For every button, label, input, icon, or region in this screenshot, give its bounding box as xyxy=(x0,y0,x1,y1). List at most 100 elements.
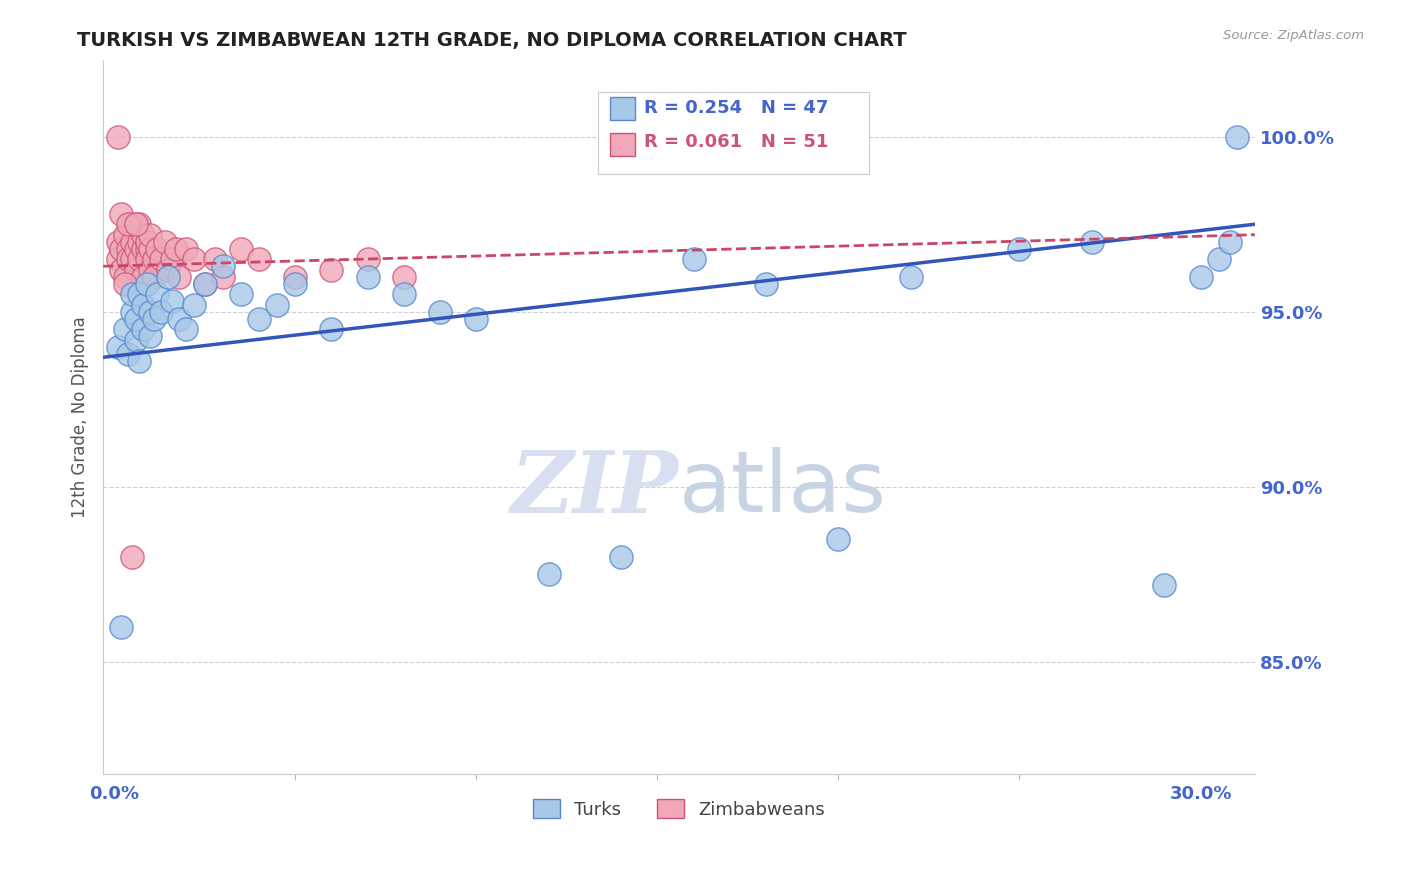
Point xyxy=(229,242,252,256)
Point xyxy=(211,259,233,273)
Point xyxy=(121,235,143,249)
Point xyxy=(183,252,205,267)
Point xyxy=(114,269,136,284)
Point xyxy=(247,252,270,267)
Point xyxy=(135,242,157,256)
Point xyxy=(117,217,139,231)
Point xyxy=(117,242,139,256)
Point xyxy=(165,242,187,256)
Point xyxy=(107,129,129,144)
Point xyxy=(157,269,180,284)
Point xyxy=(132,269,155,284)
Point xyxy=(121,549,143,564)
Point xyxy=(125,333,148,347)
Text: Source: ZipAtlas.com: Source: ZipAtlas.com xyxy=(1223,29,1364,42)
Point xyxy=(135,235,157,249)
Point xyxy=(266,298,288,312)
Point xyxy=(321,262,343,277)
Point xyxy=(1153,578,1175,592)
Point xyxy=(110,620,132,634)
Point xyxy=(125,242,148,256)
Point xyxy=(132,322,155,336)
Point xyxy=(1081,235,1104,249)
Bar xyxy=(610,133,636,156)
Point xyxy=(610,549,633,564)
Point xyxy=(107,340,129,354)
Point xyxy=(176,242,198,256)
Y-axis label: 12th Grade, No Diploma: 12th Grade, No Diploma xyxy=(72,316,89,517)
Point xyxy=(128,354,150,368)
Point xyxy=(139,329,162,343)
Point xyxy=(128,287,150,301)
Point xyxy=(900,269,922,284)
Point xyxy=(117,252,139,267)
Point xyxy=(114,277,136,291)
Point xyxy=(150,252,173,267)
Point xyxy=(135,277,157,291)
Point xyxy=(128,217,150,231)
Point xyxy=(121,252,143,267)
Point xyxy=(176,322,198,336)
Point xyxy=(110,207,132,221)
Point xyxy=(110,262,132,277)
Point xyxy=(465,311,488,326)
Point xyxy=(153,235,176,249)
Point xyxy=(356,269,378,284)
Point xyxy=(193,277,215,291)
Point xyxy=(1226,129,1249,144)
Point xyxy=(142,252,165,267)
Point xyxy=(128,252,150,267)
Point xyxy=(139,305,162,319)
Point xyxy=(142,269,165,284)
Text: TURKISH VS ZIMBABWEAN 12TH GRADE, NO DIPLOMA CORRELATION CHART: TURKISH VS ZIMBABWEAN 12TH GRADE, NO DIP… xyxy=(77,31,907,50)
Point xyxy=(160,252,183,267)
Point xyxy=(167,269,190,284)
Point xyxy=(114,322,136,336)
Legend: Turks, Zimbabweans: Turks, Zimbabweans xyxy=(526,792,832,826)
Point xyxy=(125,311,148,326)
Point xyxy=(146,287,169,301)
Point xyxy=(1208,252,1230,267)
Point xyxy=(139,242,162,256)
Point xyxy=(157,262,180,277)
Point xyxy=(204,252,226,267)
Point xyxy=(429,305,451,319)
Point xyxy=(193,277,215,291)
Point xyxy=(211,269,233,284)
Point xyxy=(284,277,307,291)
Point xyxy=(284,269,307,284)
Point xyxy=(117,347,139,361)
Point xyxy=(392,287,415,301)
Point xyxy=(247,311,270,326)
Point xyxy=(392,269,415,284)
Point xyxy=(160,294,183,309)
Point xyxy=(827,533,849,547)
Point xyxy=(167,311,190,326)
Text: ZIP: ZIP xyxy=(512,447,679,530)
Point xyxy=(146,242,169,256)
Point xyxy=(537,567,560,582)
Text: R = 0.254   N = 47: R = 0.254 N = 47 xyxy=(644,99,828,117)
Bar xyxy=(610,97,636,120)
Point xyxy=(125,217,148,231)
Point xyxy=(110,242,132,256)
Point xyxy=(114,227,136,242)
Point xyxy=(1218,235,1240,249)
Point xyxy=(139,262,162,277)
Point xyxy=(132,298,155,312)
Point xyxy=(1008,242,1031,256)
Point xyxy=(128,235,150,249)
Point xyxy=(321,322,343,336)
Point xyxy=(121,217,143,231)
Point xyxy=(121,287,143,301)
Text: atlas: atlas xyxy=(679,447,887,530)
Point xyxy=(135,252,157,267)
Point xyxy=(125,262,148,277)
Point xyxy=(183,298,205,312)
Point xyxy=(142,311,165,326)
FancyBboxPatch shape xyxy=(599,92,869,174)
Point xyxy=(107,252,129,267)
Point xyxy=(107,235,129,249)
Point xyxy=(132,242,155,256)
Point xyxy=(121,305,143,319)
